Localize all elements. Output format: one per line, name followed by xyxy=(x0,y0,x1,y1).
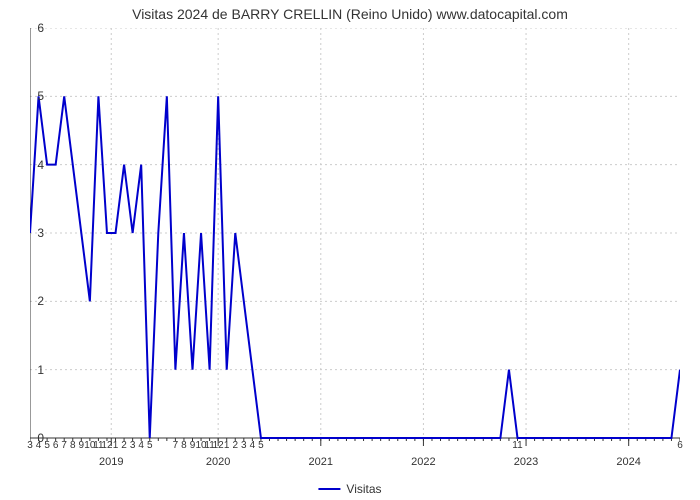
line-chart-svg xyxy=(30,28,680,452)
legend: Visitas xyxy=(318,482,381,496)
x-tick-label: 7 xyxy=(173,440,179,451)
x-tick-label: 5 xyxy=(258,440,264,451)
x-tick-label: 9 xyxy=(190,440,196,451)
x-tick-label: 2 xyxy=(232,440,238,451)
chart-container: Visitas 2024 de BARRY CRELLIN (Reino Uni… xyxy=(0,0,700,500)
x-year-label: 2023 xyxy=(514,456,538,468)
x-tick-label: 5 xyxy=(147,440,153,451)
x-tick-label: 2 xyxy=(121,440,127,451)
x-year-label: 2020 xyxy=(206,456,230,468)
y-tick-label: 2 xyxy=(37,294,44,308)
x-year-label: 2022 xyxy=(411,456,435,468)
x-tick-label: 1 xyxy=(113,440,119,451)
x-tick-label: 12 xyxy=(213,440,224,451)
x-tick-label: 3 xyxy=(130,440,136,451)
x-tick-label: 3 xyxy=(241,440,247,451)
plot-area xyxy=(30,28,680,438)
x-tick-label: 6 xyxy=(677,440,683,451)
legend-label: Visitas xyxy=(346,482,381,496)
y-tick-label: 4 xyxy=(37,158,44,172)
x-tick-label: 4 xyxy=(250,440,256,451)
x-tick-label: 8 xyxy=(181,440,187,451)
y-tick-label: 6 xyxy=(37,21,44,35)
y-tick-label: 5 xyxy=(37,89,44,103)
x-tick-label: 12 xyxy=(101,440,112,451)
y-tick-label: 3 xyxy=(37,226,44,240)
x-year-label: 2021 xyxy=(309,456,333,468)
x-tick-label: 6 xyxy=(53,440,59,451)
x-year-label: 2019 xyxy=(99,456,123,468)
x-year-label: 2024 xyxy=(616,456,640,468)
x-tick-label: 5 xyxy=(44,440,50,451)
x-tick-label: 9 xyxy=(79,440,85,451)
x-tick-label: 3 xyxy=(27,440,33,451)
x-tick-label: 8 xyxy=(70,440,76,451)
x-tick-label: 1 xyxy=(224,440,230,451)
x-tick-label: 4 xyxy=(36,440,42,451)
x-tick-label: 4 xyxy=(138,440,144,451)
legend-swatch xyxy=(318,488,340,490)
x-tick-label: 7 xyxy=(61,440,67,451)
chart-title: Visitas 2024 de BARRY CRELLIN (Reino Uni… xyxy=(0,0,700,22)
y-tick-label: 1 xyxy=(37,363,44,377)
x-tick-label: 11 xyxy=(512,440,522,451)
